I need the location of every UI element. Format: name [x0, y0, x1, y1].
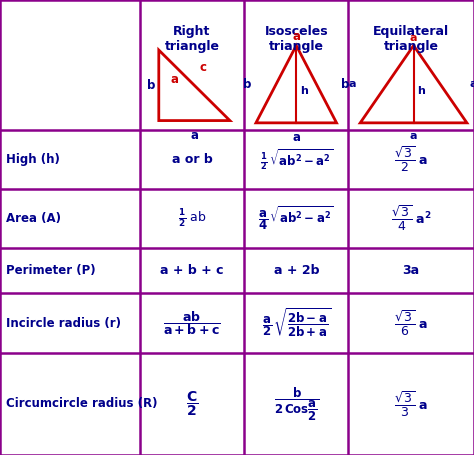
- Text: c: c: [199, 61, 206, 74]
- Text: a: a: [292, 131, 300, 144]
- Text: Right
triangle: Right triangle: [164, 25, 219, 53]
- Text: $\dfrac{\mathbf{b}}{\mathbf{2\,Cos}\dfrac{\mathbf{a}}{\mathbf{2}}}$: $\dfrac{\mathbf{b}}{\mathbf{2\,Cos}\dfra…: [273, 385, 319, 423]
- Text: Circumcircle radius (R): Circumcircle radius (R): [6, 397, 157, 410]
- Text: Equilateral
triangle: Equilateral triangle: [373, 25, 449, 53]
- Text: b: b: [341, 78, 350, 91]
- Text: a + 2b: a + 2b: [273, 264, 319, 277]
- Text: Perimeter (P): Perimeter (P): [6, 264, 95, 277]
- Text: 3a: 3a: [402, 264, 420, 277]
- Text: $\dfrac{\sqrt{3}}{6}\ \mathbf{a}$: $\dfrac{\sqrt{3}}{6}\ \mathbf{a}$: [394, 308, 428, 338]
- Text: $\dfrac{\mathbf{a}}{\mathbf{2}}\,\sqrt{\dfrac{\mathbf{2b-a}}{\mathbf{2b+a}}}$: $\dfrac{\mathbf{a}}{\mathbf{2}}\,\sqrt{\…: [262, 307, 331, 339]
- Text: b: b: [243, 78, 251, 91]
- Text: a + b + c: a + b + c: [160, 264, 224, 277]
- Text: $\dfrac{\sqrt{3}}{4}\ \mathbf{a}^{\mathbf{2}}$: $\dfrac{\sqrt{3}}{4}\ \mathbf{a}^{\mathb…: [391, 203, 431, 233]
- Text: High (h): High (h): [6, 153, 60, 166]
- Text: a: a: [349, 79, 356, 89]
- Text: Isosceles
triangle: Isosceles triangle: [264, 25, 328, 53]
- Text: $\dfrac{\mathbf{C}}{\mathbf{2}}$: $\dfrac{\mathbf{C}}{\mathbf{2}}$: [186, 389, 198, 418]
- Text: Incircle radius (r): Incircle radius (r): [6, 317, 121, 329]
- Text: $\dfrac{\sqrt{3}}{3}\ \mathbf{a}$: $\dfrac{\sqrt{3}}{3}\ \mathbf{a}$: [394, 389, 428, 419]
- Text: a: a: [171, 73, 179, 86]
- Text: $\mathbf{\frac{1}{2}}\,\sqrt{\mathbf{ab^2 - a^2}}$: $\mathbf{\frac{1}{2}}\,\sqrt{\mathbf{ab^…: [260, 147, 333, 172]
- Text: a or b: a or b: [172, 153, 212, 166]
- Text: $\mathbf{\frac{1}{2}}$ ab: $\mathbf{\frac{1}{2}}$ ab: [178, 207, 206, 229]
- Text: h: h: [417, 86, 425, 96]
- Text: b: b: [146, 79, 155, 92]
- Text: $\dfrac{\mathbf{a}}{\mathbf{4}}\,\sqrt{\mathbf{ab^2 - a^2}}$: $\dfrac{\mathbf{a}}{\mathbf{4}}\,\sqrt{\…: [258, 204, 334, 233]
- Text: a: a: [191, 129, 198, 142]
- Text: h: h: [300, 86, 308, 96]
- Text: a: a: [292, 30, 300, 43]
- Text: a: a: [410, 131, 417, 141]
- Text: a: a: [410, 33, 417, 43]
- Text: $\dfrac{\sqrt{3}}{2}\ \mathbf{a}$: $\dfrac{\sqrt{3}}{2}\ \mathbf{a}$: [394, 144, 428, 174]
- Text: $\dfrac{\mathbf{ab}}{\mathbf{a+b+c}}$: $\dfrac{\mathbf{ab}}{\mathbf{a+b+c}}$: [163, 309, 221, 337]
- Text: Area (A): Area (A): [6, 212, 61, 225]
- Text: a: a: [469, 79, 474, 89]
